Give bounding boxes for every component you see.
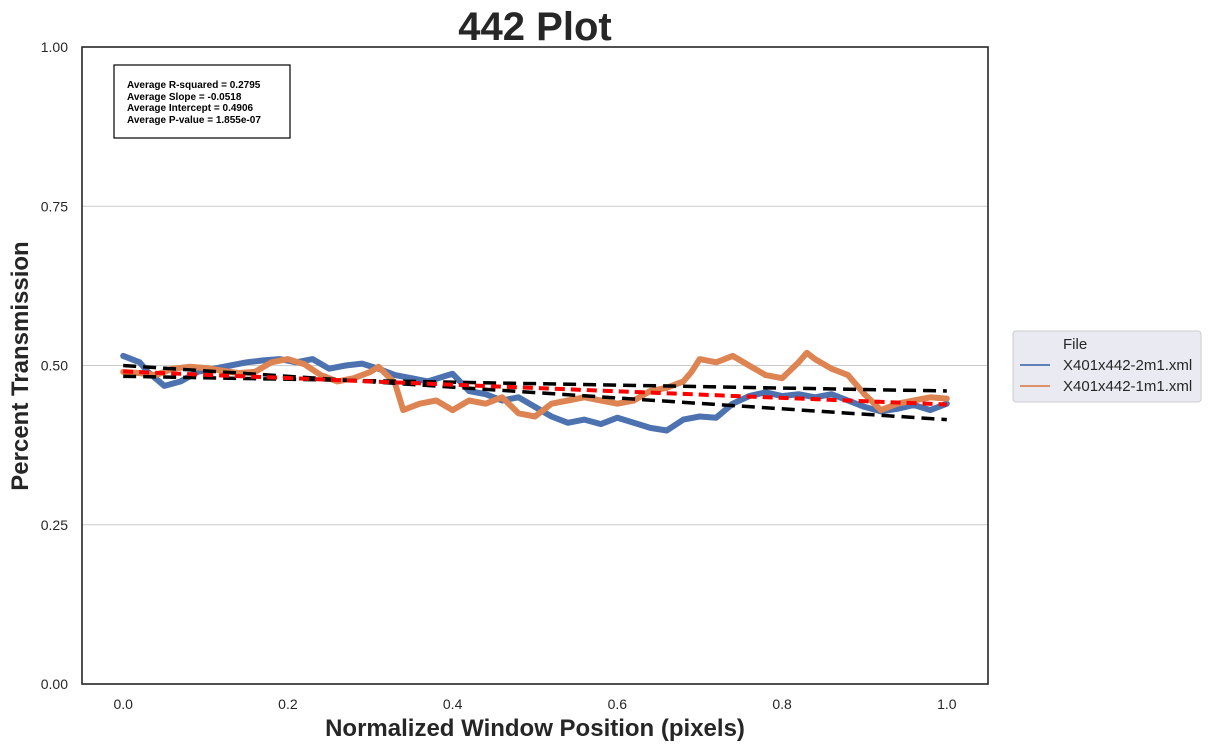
- chart-title: 442 Plot: [458, 5, 611, 49]
- plot-frame: [81, 46, 989, 685]
- series-lines: [120, 349, 950, 434]
- trend-lines: [123, 363, 947, 422]
- y-tick-label: 0.75: [41, 198, 68, 214]
- legend-label-series-1: X401x442-2m1.xml: [1063, 357, 1192, 374]
- stat-intercept: Average Intercept = 0.4906: [127, 103, 254, 114]
- x-tick-label: 0.0: [113, 696, 133, 712]
- y-axis-label: Percent Transmission: [7, 241, 34, 490]
- legend-frame: [1012, 330, 1202, 403]
- y-tick-label: 0.00: [41, 676, 68, 692]
- x-tick-label: 0.8: [772, 696, 792, 712]
- stat-r-squared: Average R-squared = 0.2795: [127, 80, 261, 91]
- x-tick-label: 0.6: [608, 696, 628, 712]
- legend-title: File: [1063, 336, 1087, 353]
- legend: File X401x442-2m1.xml X401x442-1m1.xml: [1012, 330, 1202, 403]
- x-tick-labels: 0.0 0.2 0.4 0.6 0.8 1.0: [113, 696, 956, 712]
- trend-line-1: [123, 363, 947, 422]
- x-axis-label: Normalized Window Position (pixels): [325, 715, 745, 742]
- y-tick-label: 0.50: [41, 358, 68, 374]
- stats-box: Average R-squared = 0.2795 Average Slope…: [113, 64, 291, 139]
- x-tick-label: 0.2: [278, 696, 298, 712]
- stat-p-value: Average P-value = 1.855e-07: [127, 115, 261, 126]
- trend-line-2: [123, 374, 947, 393]
- average-trend-line: [123, 369, 947, 407]
- y-tick-label: 1.00: [41, 39, 68, 55]
- x-tick-label: 1.0: [937, 696, 957, 712]
- x-tick-label: 0.4: [443, 696, 463, 712]
- stats-box-frame: [113, 64, 291, 139]
- y-tick-labels: 0.00 0.25 0.50 0.75 1.00: [41, 39, 68, 692]
- legend-label-series-2: X401x442-1m1.xml: [1063, 378, 1192, 395]
- stat-slope: Average Slope = -0.0518: [127, 92, 242, 103]
- y-tick-label: 0.25: [41, 517, 68, 533]
- series-line-1: [120, 352, 950, 434]
- series-line-2: [120, 349, 950, 420]
